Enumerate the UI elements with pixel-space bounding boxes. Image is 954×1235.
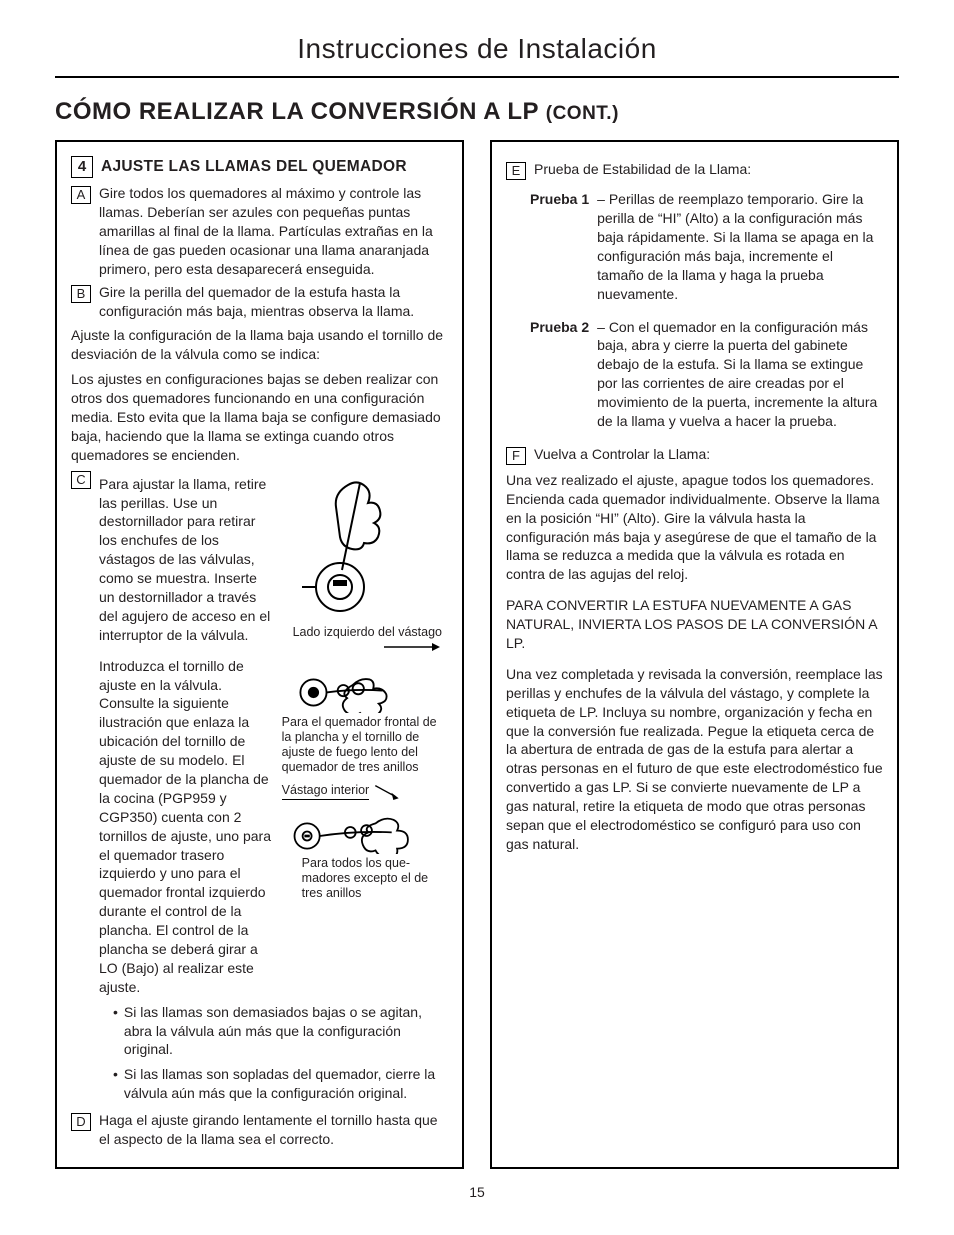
item-b-box: B	[71, 285, 91, 303]
step-4-box: 4	[71, 156, 93, 178]
right-p3: Una vez completada y revisada la convers…	[506, 665, 883, 854]
item-b-text: Gire la perilla del quemador de la estuf…	[99, 283, 448, 321]
bullet-1-dot: •	[99, 1003, 118, 1060]
bullet-2-dot: •	[99, 1065, 118, 1103]
section-title: CÓMO REALIZAR LA CONVERSIÓN A LP (CONT.)	[55, 96, 899, 128]
page-title: Instrucciones de Instalación	[55, 30, 899, 78]
right-p1: Una vez realizado el ajuste, apague todo…	[506, 471, 883, 584]
test-1-label: Prueba 1	[530, 190, 589, 303]
item-e-text: Prueba de Estabilidad de la Llama:	[534, 160, 883, 179]
right-p2: PARA CONVERTIR LA ESTUFA NUEVAMENTE A GA…	[506, 596, 883, 653]
figure-screwdriver: Lado izquierdo del vástago	[282, 475, 448, 655]
right-column: E Prueba de Estabilidad de la Llama: Pru…	[490, 140, 899, 1169]
item-e-box: E	[506, 162, 526, 180]
item-d-box: D	[71, 1113, 91, 1131]
test-2-text: – Con el quemador en la configuración má…	[597, 318, 883, 431]
step-4-title: AJUSTE LAS LLAMAS DEL QUEMADOR	[101, 157, 407, 178]
fig1-caption: Lado izquierdo del vástago	[293, 625, 442, 639]
item-c-p1: Para ajustar la llama, retire las perill…	[99, 475, 274, 655]
content-columns: 4 AJUSTE LAS LLAMAS DEL QUEMADOR A Gire …	[55, 140, 899, 1169]
fig3-top-label: Vástago interior	[282, 783, 370, 800]
test-2-label: Prueba 2	[530, 318, 589, 431]
figure-inner-stem: Vástago interior	[282, 781, 448, 901]
bullet-2-text: Si las llamas son sopladas del quemador,…	[124, 1065, 448, 1103]
left-p1: Ajuste la configuración de la llama baja…	[71, 326, 448, 364]
page-number: 15	[55, 1183, 899, 1202]
item-a-text: Gire todos los quemadores al máximo y co…	[99, 184, 448, 278]
left-column: 4 AJUSTE LAS LLAMAS DEL QUEMADOR A Gire …	[55, 140, 464, 1169]
item-c-p2: Introduzca el tornillo de ajuste en la v…	[99, 657, 274, 997]
bullet-1-text: Si las llamas son demasiados bajas o se …	[124, 1003, 448, 1060]
section-title-cont: (CONT.)	[546, 103, 619, 124]
item-d-text: Haga el ajuste girando lentamente el tor…	[99, 1111, 448, 1149]
item-f-box: F	[506, 447, 526, 465]
figure-front-burner: Para el quemador frontal de la plancha y…	[282, 657, 448, 775]
test-1-text: – Perillas de reemplazo temporario. Gire…	[597, 190, 883, 303]
item-f-text: Vuelva a Controlar la Llama:	[534, 445, 883, 464]
fig2-caption: Para el quemador frontal de la plancha y…	[282, 715, 448, 775]
fig3-caption: Para todos los que­madores excepto el de…	[282, 856, 448, 901]
item-a-box: A	[71, 186, 91, 204]
item-c-box: C	[71, 471, 91, 489]
section-title-text: CÓMO REALIZAR LA CONVERSIÓN A LP	[55, 98, 539, 125]
left-p2: Los ajustes en configuraciones bajas se …	[71, 370, 448, 464]
